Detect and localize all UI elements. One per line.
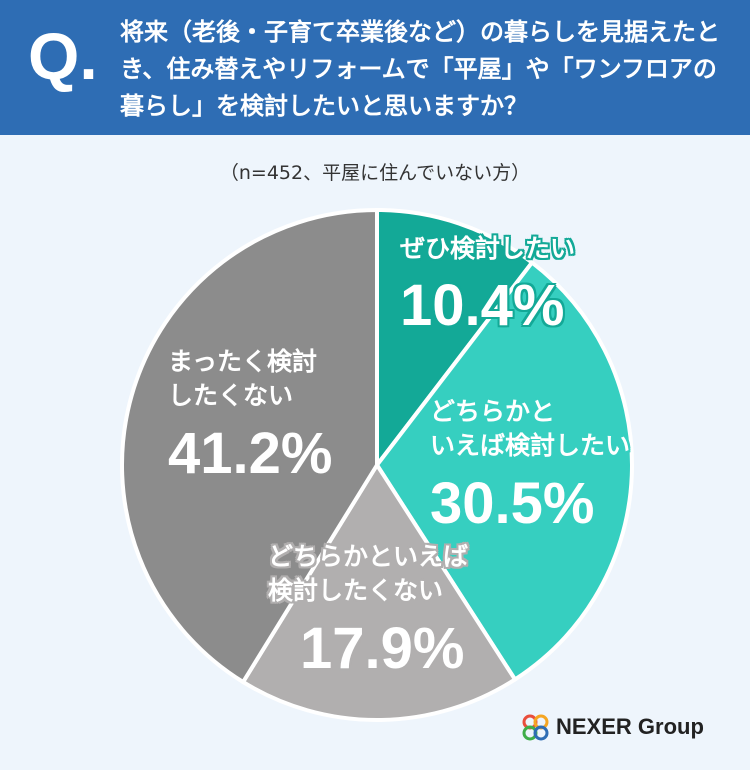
value-label: 10.4% (400, 273, 565, 338)
q-label: Q. (28, 19, 98, 93)
value-label: 17.9% (300, 616, 465, 681)
pie-slice (374, 259, 634, 683)
pie-slice (375, 207, 535, 471)
slice-label: どちらかといえば 検討したくない (268, 542, 469, 605)
slice-label: ぜひ検討したい (400, 234, 576, 263)
pie-slice (120, 207, 379, 685)
chart-title: 将来（老後・子育て卒業後など）の暮らしを見据えたとき、住み替えやリフォームで「平… (120, 18, 720, 120)
value-label: 41.2% (168, 421, 333, 486)
value-label: 30.5% (430, 471, 595, 536)
subtitle: （n=452、平屋に住んでいない方） (219, 162, 531, 184)
logo: NEXER Group (556, 714, 704, 739)
header: Q. 将来（老後・子育て卒業後など）の暮らしを見据えたとき、住み替えやリフォーム… (0, 0, 750, 135)
pie-slice (240, 461, 518, 722)
logo-icon (522, 714, 549, 741)
slice-label: どちらかと いえば検討したい (430, 397, 631, 460)
slice-label: まったく検討 したくない (168, 347, 318, 410)
